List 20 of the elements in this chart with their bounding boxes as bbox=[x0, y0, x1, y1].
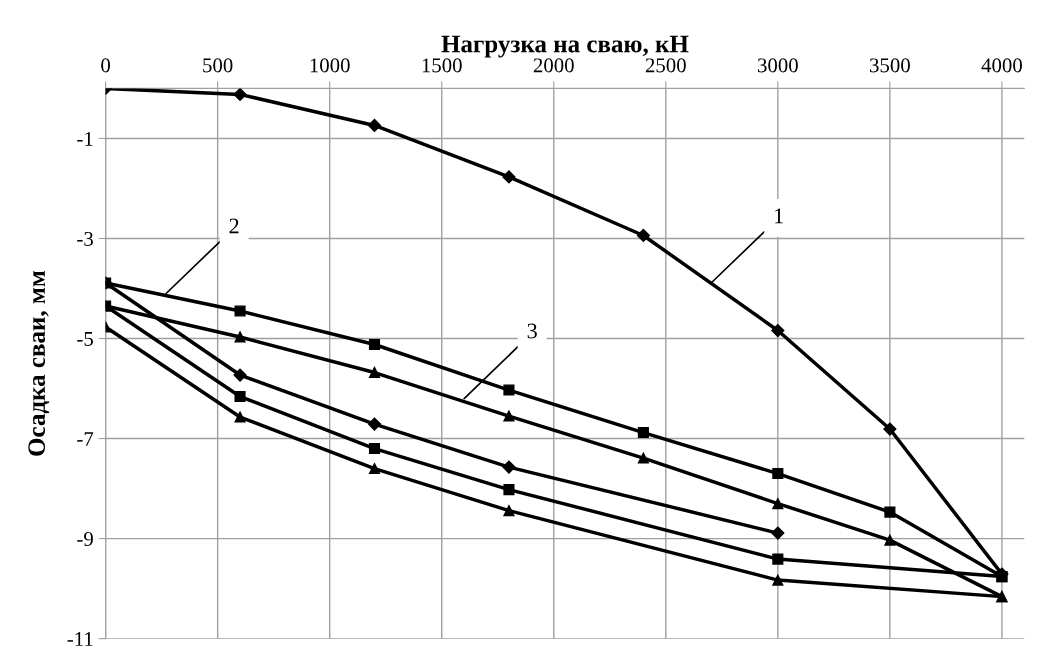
x-tick-label: 1500 bbox=[422, 58, 462, 73]
x-tick-label: 1000 bbox=[310, 58, 350, 73]
x-tick-label: 4000 bbox=[981, 58, 1022, 73]
x-tick-label: 500 bbox=[203, 58, 233, 73]
x-tick-label: 2500 bbox=[645, 58, 686, 73]
y-tick-label: -3 bbox=[77, 231, 93, 246]
x-tick-label: 0 bbox=[101, 58, 111, 73]
y-tick-label: -7 bbox=[77, 432, 94, 446]
y-tick-label: -1 bbox=[77, 131, 93, 146]
annotation: 2 bbox=[229, 218, 239, 234]
x-axis-title: Нагрузка на сваю, кН bbox=[441, 35, 689, 58]
y-tick-label: -5 bbox=[77, 332, 93, 346]
x-tick-label: 3000 bbox=[758, 58, 798, 73]
x-tick-label: 2000 bbox=[533, 58, 574, 73]
y-tick-label: -9 bbox=[77, 532, 93, 547]
x-tick-label: 3500 bbox=[870, 58, 910, 73]
annotation: 3 bbox=[527, 323, 537, 339]
annotation: 1 bbox=[775, 208, 783, 224]
y-tick-label: -11 bbox=[67, 632, 93, 646]
y-axis-title: Осадка сваи, мм bbox=[28, 270, 50, 456]
